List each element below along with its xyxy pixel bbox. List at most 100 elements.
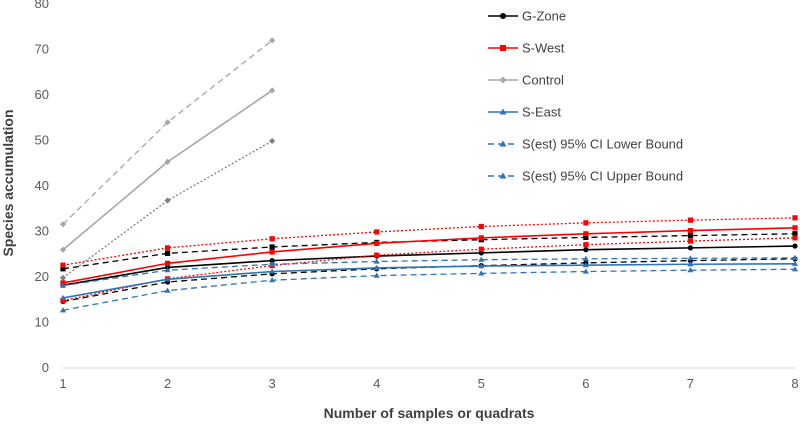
series-s-est-95-ci-upper-bound: [59, 254, 799, 288]
legend-marker: [499, 108, 507, 115]
x-tick-label: 2: [164, 376, 171, 391]
x-tick-label: 4: [373, 376, 380, 391]
data-point: [687, 245, 694, 251]
legend-label: S(est) 95% CI Upper Bound: [522, 169, 683, 184]
data-point: [269, 258, 275, 264]
legend-item: S-East: [488, 105, 561, 120]
y-tick-label: 50: [35, 133, 49, 148]
x-tick-label: 5: [478, 376, 485, 391]
data-point: [792, 225, 798, 231]
series-line-s-west-ci-lower: [62, 237, 796, 302]
series-line-s-west: [62, 227, 796, 284]
data-point: [269, 87, 276, 94]
y-axis-title: Species accumulation: [0, 109, 16, 256]
data-point: [164, 276, 171, 282]
y-tick-label: 30: [35, 224, 49, 239]
series-line-s-est-95-ci-upper-bound: [62, 257, 796, 287]
data-point: [373, 264, 380, 270]
series-layer: [59, 37, 799, 313]
legend-marker: [500, 45, 506, 51]
data-point: [478, 256, 485, 262]
data-point: [60, 262, 66, 268]
data-point: [269, 137, 276, 145]
y-tick-label: 70: [35, 42, 49, 57]
series-s-west-ci-upper: [60, 215, 798, 268]
data-point: [478, 262, 485, 269]
y-tick-label: 60: [35, 87, 49, 102]
data-point: [164, 250, 171, 256]
series-control: [59, 87, 276, 253]
legend-marker: [499, 76, 507, 84]
data-point: [373, 258, 380, 264]
series-line-control: [62, 89, 273, 251]
x-tick-label: 8: [791, 376, 798, 391]
data-point: [59, 294, 67, 301]
legend-label: S-East: [522, 105, 561, 120]
data-point: [60, 266, 66, 272]
data-point: [374, 229, 380, 235]
data-point: [582, 268, 589, 274]
series-line-s-west-ci-upper: [62, 217, 796, 266]
legend-label: S-West: [522, 41, 565, 56]
legend-item: Control: [488, 73, 564, 88]
series-g-zone: [60, 243, 798, 288]
data-point: [687, 267, 694, 273]
data-point: [164, 119, 171, 126]
data-point: [478, 270, 485, 276]
legend-item: S(est) 95% CI Upper Bound: [488, 169, 683, 184]
series-control-ci-lower: [59, 137, 276, 282]
series-line-control-ci-upper: [62, 39, 273, 225]
legend-item: S-West: [488, 41, 565, 56]
x-tick-label: 1: [59, 376, 66, 391]
data-point: [792, 231, 798, 237]
data-point: [792, 215, 798, 221]
series-line-g-zone-ci-lower: [62, 258, 796, 303]
data-point: [583, 220, 589, 226]
y-tick-label: 10: [35, 315, 49, 330]
data-point: [269, 277, 276, 283]
data-point: [583, 231, 589, 237]
data-point: [582, 255, 589, 261]
data-point: [269, 37, 276, 44]
y-tick-label: 40: [35, 178, 49, 193]
y-tick-label: 80: [35, 0, 49, 11]
series-line-g-zone: [62, 245, 796, 286]
data-point: [374, 252, 380, 258]
x-tick-label: 3: [269, 376, 276, 391]
data-point: [687, 232, 694, 239]
data-point: [164, 260, 171, 266]
data-point: [687, 255, 694, 261]
data-point: [687, 261, 694, 267]
data-point: [164, 245, 171, 251]
series-s-west-ci-lower: [60, 235, 798, 304]
legend-item: S(est) 95% CI Lower Bound: [488, 137, 683, 152]
series-s-east: [59, 260, 799, 301]
data-point: [59, 274, 67, 282]
data-point: [269, 249, 275, 255]
data-point: [791, 254, 799, 260]
data-point: [269, 244, 275, 250]
data-point: [374, 240, 380, 246]
series-s-est-95-ci-lower-bound: [59, 266, 799, 313]
data-point: [59, 221, 67, 228]
x-axis-title: Number of samples or quadrats: [324, 405, 535, 421]
x-tick-label: 7: [687, 376, 694, 391]
data-point: [792, 235, 798, 241]
data-point: [59, 282, 67, 288]
data-point: [582, 262, 589, 268]
series-line-s-east: [62, 263, 796, 299]
data-point: [478, 246, 484, 252]
series-line-s-est-95-ci-lower-bound: [62, 268, 796, 311]
series-line-g-zone-ci-upper: [62, 233, 796, 270]
series-control-ci-upper: [59, 37, 276, 228]
data-point: [792, 243, 798, 249]
data-point: [583, 242, 589, 248]
data-point: [164, 287, 171, 293]
data-point: [687, 227, 694, 234]
legend-marker: [499, 140, 507, 147]
data-point: [164, 158, 171, 165]
legend-label: Control: [522, 73, 564, 88]
data-point: [269, 268, 276, 274]
series-s-west: [60, 225, 798, 286]
x-tick-label: 6: [582, 376, 589, 391]
